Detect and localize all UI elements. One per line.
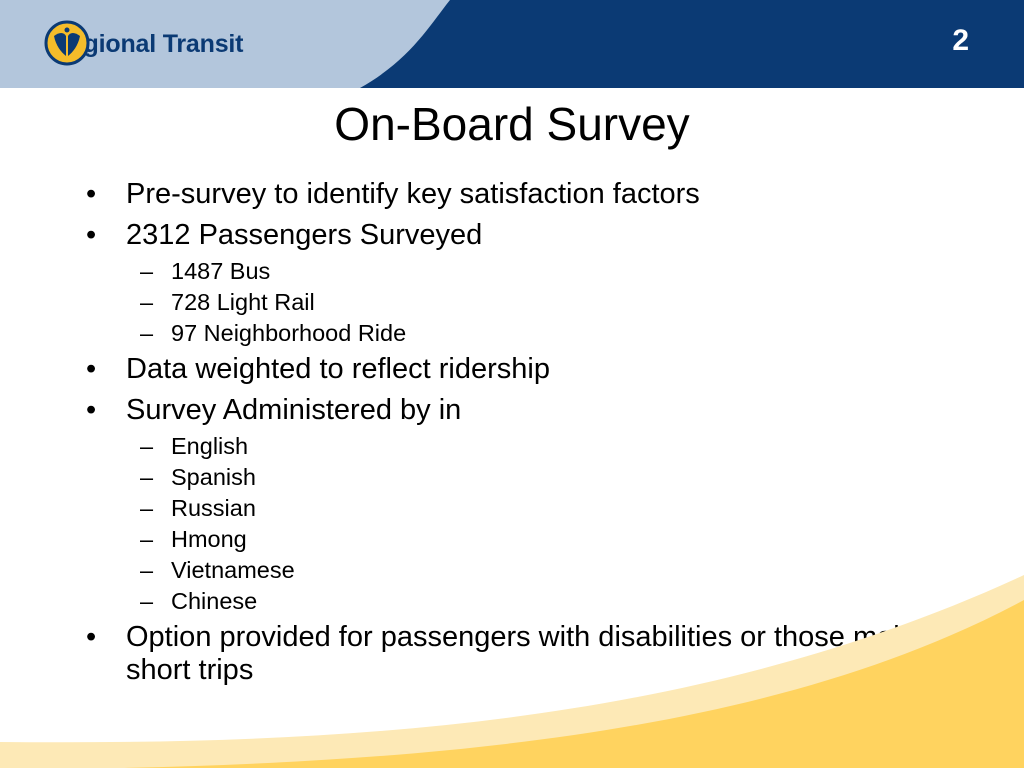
bullet-text: Data weighted to reflect ridership [126, 353, 550, 385]
bullet-text: Option provided for passengers with disa… [126, 621, 947, 686]
sub-bullet-text: Spanish [171, 464, 256, 490]
dash-marker: – [140, 526, 154, 552]
dash-marker: – [140, 433, 154, 459]
bullet-marker: • [86, 394, 97, 426]
bullet-item: • 2312 Passengers Surveyed [86, 219, 966, 252]
sub-bullet-text: Chinese [171, 588, 258, 614]
bullet-text: 2312 Passengers Surveyed [126, 219, 483, 251]
footer-swoosh [0, 575, 1024, 768]
sub-bullet-text: 97 Neighborhood Ride [171, 320, 407, 346]
sub-bullet-text: English [171, 433, 249, 459]
dash-marker: – [140, 495, 154, 521]
bullet-marker: • [86, 621, 97, 653]
bullet-marker: • [86, 178, 97, 210]
bullet-item: • Data weighted to reflect ridership [86, 353, 966, 386]
sub-bullet-item: –728 Light Rail [86, 288, 966, 317]
page-number: 2 [952, 24, 969, 57]
bullet-text: Survey Administered by in [126, 394, 462, 426]
sub-bullet-item: – Russian [86, 494, 966, 523]
bullet-item: • Option provided for passengers with dis… [86, 621, 966, 687]
bullet-item: • Pre-survey to identify key satisfaction… [86, 178, 966, 211]
brand-logo: Regional Transit [44, 20, 243, 68]
sub-bullet-text: 1487 Bus [171, 258, 271, 284]
sub-bullet-item: –97 Neighborhood Ride [86, 319, 966, 348]
sub-bullet-item: –1487 Bus [86, 257, 966, 286]
bullet-item: • Survey Administered by in [86, 394, 966, 427]
sub-bullet-text: 728 Light Rail [171, 289, 315, 315]
sub-bullet-item: – English [86, 432, 966, 461]
dash-marker: – [140, 289, 154, 315]
sub-bullet-item: – Spanish [86, 463, 966, 492]
regional-transit-logo-icon [44, 20, 90, 66]
sub-bullet-text: Russian [171, 495, 256, 521]
header-background [0, 0, 1024, 88]
bullet-marker: • [86, 219, 97, 251]
bullet-text: Pre-survey to identify key satisfaction … [126, 178, 700, 210]
sub-bullet-item: – Chinese [86, 587, 966, 616]
bullet-marker: • [86, 353, 97, 385]
sub-bullet-item: – Hmong [86, 525, 966, 554]
dash-marker: – [140, 588, 154, 614]
sub-bullet-text: Vietnamese [171, 557, 295, 583]
bullet-list: • Pre-survey to identify key satisfaction… [86, 178, 966, 695]
slide-header: Regional Transit 2 [0, 0, 1024, 88]
sub-bullet-item: – Vietnamese [86, 556, 966, 585]
dash-marker: – [140, 557, 154, 583]
dash-marker: – [140, 258, 154, 284]
dash-marker: – [140, 464, 154, 490]
dash-marker: – [140, 320, 154, 346]
sub-bullet-text: Hmong [171, 526, 247, 552]
slide-title: On-Board Survey [334, 98, 690, 150]
